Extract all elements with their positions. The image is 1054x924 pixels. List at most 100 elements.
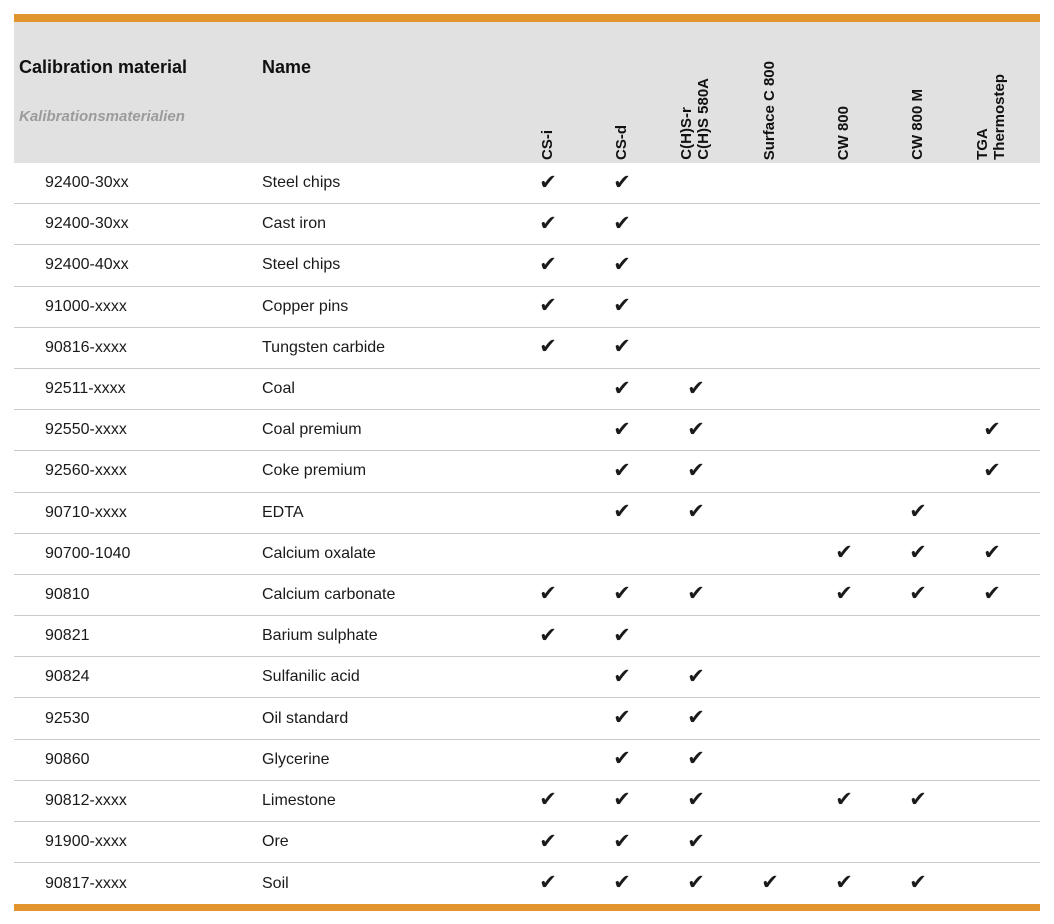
- check-icon: ✔: [687, 582, 705, 606]
- top-accent-bar: [14, 14, 1040, 22]
- instrument-column-headers: CS-i CS-d C(H)S-r C(H)S 580A Surface C 800 C…: [511, 22, 1029, 163]
- check-icon: ✔: [613, 417, 631, 441]
- check-icon: ✔: [983, 541, 1001, 565]
- material-name: EDTA: [262, 503, 304, 521]
- check-icon: ✔: [613, 294, 631, 318]
- material-name: Soil: [262, 874, 289, 892]
- check-icon: ✔: [613, 664, 631, 688]
- check-icon: ✔: [613, 458, 631, 482]
- material-name: Calcium oxalate: [262, 544, 376, 562]
- check-icon: ✔: [613, 211, 631, 235]
- instrument-label: CS-d: [612, 125, 630, 160]
- check-icon: ✔: [687, 788, 705, 812]
- table-row: 90812-xxxx Limestone ✔ ✔ ✔ ✔ ✔: [14, 781, 1040, 822]
- check-icon: ✔: [687, 664, 705, 688]
- check-icon: ✔: [539, 582, 557, 606]
- instrument-column: CW 800 M: [881, 22, 955, 163]
- check-icon: ✔: [613, 500, 631, 524]
- material-code: 90700-1040: [45, 544, 131, 562]
- check-icon: ✔: [613, 829, 631, 853]
- table-row: 90710-xxxx EDTA ✔ ✔ ✔: [14, 493, 1040, 534]
- material-name: Steel chips: [262, 174, 341, 192]
- material-name: Coal premium: [262, 421, 362, 439]
- instrument-column: C(H)S-r C(H)S 580A: [659, 22, 733, 163]
- material-name: Tungsten carbide: [262, 338, 386, 356]
- instrument-label: CW 800: [834, 105, 852, 160]
- table-row: 91900-xxxx Ore ✔ ✔ ✔: [14, 822, 1040, 864]
- material-name: Calcium carbonate: [262, 585, 396, 603]
- material-name: Cast iron: [262, 215, 327, 233]
- material-code: 92560-xxxx: [45, 462, 127, 480]
- check-icon: ✔: [613, 623, 631, 647]
- material-name: Barium sulphate: [262, 627, 378, 645]
- material-name: Copper pins: [262, 297, 349, 315]
- check-icon: ✔: [983, 582, 1001, 606]
- check-icon: ✔: [613, 582, 631, 606]
- instrument-label: C(H)S-r C(H)S 580A: [678, 78, 712, 160]
- bottom-accent-bar: [14, 904, 1040, 912]
- table-row: 90860 Glycerine ✔ ✔: [14, 740, 1040, 781]
- table-row: 90817-xxxx Soil ✔ ✔ ✔ ✔ ✔ ✔: [14, 863, 1040, 904]
- check-icon: ✔: [687, 871, 705, 895]
- material-name: Steel chips: [262, 256, 341, 274]
- material-code: 90824: [45, 668, 90, 686]
- material-code: 92400-40xx: [45, 256, 129, 274]
- table-body: 92400-30xx Steel chips ✔ ✔ 92400-30xx Cast ir…: [14, 163, 1040, 904]
- material-name: Coke premium: [262, 462, 367, 480]
- column-header-calibration-material: Calibration material: [19, 57, 188, 77]
- column-header-name: Name: [262, 57, 312, 77]
- material-code: 91900-xxxx: [45, 833, 127, 851]
- check-icon: ✔: [539, 623, 557, 647]
- material-name: Coal: [262, 380, 295, 398]
- check-icon: ✔: [687, 829, 705, 853]
- check-icon: ✔: [613, 252, 631, 276]
- material-name: Sulfanilic acid: [262, 668, 360, 686]
- check-icon: ✔: [983, 417, 1001, 441]
- instrument-label: TGA Thermostep: [974, 74, 1008, 160]
- check-icon: ✔: [613, 170, 631, 194]
- table-row: 91000-xxxx Copper pins ✔ ✔: [14, 287, 1040, 328]
- table-row: 90810 Calcium carbonate ✔ ✔ ✔ ✔ ✔ ✔: [14, 575, 1040, 617]
- material-code: 90816-xxxx: [45, 338, 127, 356]
- material-code: 90810: [45, 585, 90, 603]
- instrument-column: TGA Thermostep: [955, 22, 1029, 163]
- instrument-label: CS-i: [538, 130, 556, 160]
- check-icon: ✔: [687, 500, 705, 524]
- material-code: 92511-xxxx: [45, 380, 126, 398]
- material-code: 92530: [45, 709, 90, 727]
- material-code: 92400-30xx: [45, 215, 129, 233]
- column-header-calibration-material-de: Kalibrationsmaterialien: [19, 108, 185, 125]
- material-code: 90860: [45, 750, 90, 768]
- calibration-materials-table: Calibration material Kalibrationsmateria…: [14, 14, 1040, 912]
- material-name: Limestone: [262, 791, 336, 809]
- check-icon: ✔: [539, 252, 557, 276]
- material-name: Oil standard: [262, 709, 349, 727]
- check-icon: ✔: [983, 458, 1001, 482]
- table-row: 90700-1040 Calcium oxalate ✔ ✔ ✔: [14, 534, 1040, 575]
- check-icon: ✔: [539, 829, 557, 853]
- table-row: 92400-30xx Cast iron ✔ ✔: [14, 204, 1040, 246]
- material-code: 90812-xxxx: [45, 791, 127, 809]
- check-icon: ✔: [909, 788, 927, 812]
- check-icon: ✔: [613, 747, 631, 771]
- check-icon: ✔: [687, 458, 705, 482]
- material-code: 92550-xxxx: [45, 421, 127, 439]
- check-icon: ✔: [539, 871, 557, 895]
- table-row: 92550-xxxx Coal premium ✔ ✔ ✔: [14, 410, 1040, 452]
- check-icon: ✔: [613, 376, 631, 400]
- check-icon: ✔: [909, 541, 927, 565]
- table-row: 92400-30xx Steel chips ✔ ✔: [14, 163, 1040, 205]
- check-icon: ✔: [613, 788, 631, 812]
- material-code: 90710-xxxx: [45, 503, 127, 521]
- material-name: Ore: [262, 833, 289, 851]
- instrument-column: CW 800: [807, 22, 881, 163]
- check-icon: ✔: [687, 747, 705, 771]
- instrument-column: Surface C 800: [733, 22, 807, 163]
- table-row: 90816-xxxx Tungsten carbide ✔ ✔: [14, 328, 1040, 369]
- material-name: Glycerine: [262, 750, 330, 768]
- table-row: 92400-40xx Steel chips ✔ ✔: [14, 245, 1040, 287]
- instrument-label: Surface C 800: [760, 60, 778, 160]
- check-icon: ✔: [687, 706, 705, 730]
- check-icon: ✔: [539, 170, 557, 194]
- table-row: 92511-xxxx Coal ✔ ✔: [14, 369, 1040, 411]
